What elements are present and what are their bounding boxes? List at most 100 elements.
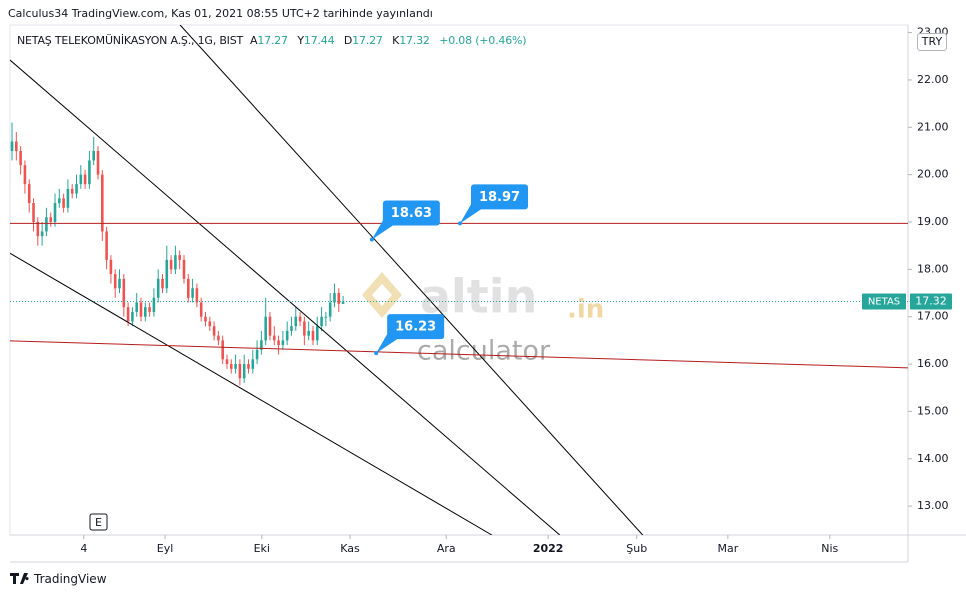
- candle-body: [10, 141, 14, 151]
- symbol-tag-text: NETAS: [868, 297, 900, 308]
- candle-body: [113, 274, 117, 289]
- x-tick-label: Mar: [717, 542, 738, 555]
- price-tag-text: 17.32: [915, 295, 947, 308]
- x-tick-label: Ara: [437, 542, 456, 555]
- callout-point: [369, 237, 374, 242]
- candle-body: [281, 340, 285, 346]
- candle-body: [277, 340, 280, 346]
- candle-body: [118, 278, 121, 289]
- candle-body: [333, 293, 336, 303]
- candle-body: [19, 150, 22, 166]
- y-tick-label: 19.00: [917, 215, 949, 228]
- candle-body: [40, 231, 44, 237]
- candle-body: [182, 259, 186, 279]
- candle-body: [294, 316, 298, 327]
- candle-body: [135, 302, 138, 312]
- price-tag: [910, 293, 952, 310]
- x-tick-label: Nis: [821, 542, 838, 555]
- candle-body: [229, 364, 233, 369]
- events-marker-text: E: [95, 516, 102, 529]
- x-tick-label: Kas: [340, 542, 360, 555]
- candle-body: [32, 203, 35, 222]
- candle-body: [221, 340, 224, 360]
- trend-line: [179, 25, 644, 535]
- candle-body: [234, 364, 237, 369]
- y-tick-label: 20.00: [917, 168, 949, 181]
- trend-line: [10, 340, 908, 369]
- candle-body: [208, 321, 212, 327]
- candle-body: [204, 316, 207, 322]
- trend-line: [10, 59, 561, 535]
- candle-body: [105, 231, 108, 260]
- x-tick-label: Eki: [254, 542, 270, 555]
- y-tick-label: 13.00: [917, 499, 949, 512]
- legend-open-label: A: [250, 34, 258, 47]
- symbol-tag: [862, 293, 906, 310]
- candle-body: [285, 330, 289, 341]
- y-tick-label: 17.00: [917, 310, 949, 323]
- tv-logo: [10, 573, 29, 584]
- candle-body: [122, 278, 126, 308]
- y-tick-label: 22.00: [917, 73, 949, 86]
- candle-body: [88, 160, 91, 185]
- watermark-subtitle: calculator: [417, 336, 551, 367]
- y-tick-label: 14.00: [917, 452, 949, 465]
- candle-body: [49, 217, 53, 222]
- callout-label: 16.23: [395, 320, 436, 335]
- candle-body: [53, 203, 57, 222]
- candle-body: [75, 184, 78, 194]
- callout-label: 18.97: [479, 190, 520, 205]
- candle-body: [66, 188, 70, 208]
- candle-body: [311, 330, 315, 341]
- y-tick-label: 16.00: [917, 357, 949, 370]
- legend-change: +0.08 (+0.46%): [439, 34, 527, 47]
- y-tick-label: 15.00: [917, 404, 949, 417]
- callout-box: [387, 314, 445, 340]
- candle-body: [337, 293, 341, 304]
- currency-button[interactable]: TRY: [917, 33, 947, 51]
- legend-high: 17.44: [303, 34, 335, 47]
- y-tick-label: 21.00: [917, 120, 949, 133]
- candle-body: [272, 335, 276, 341]
- callout-box: [471, 184, 529, 210]
- candle-body: [144, 307, 147, 317]
- y-tick-label: 18.00: [917, 262, 949, 275]
- candle-body: [260, 340, 263, 350]
- candle-body: [238, 364, 242, 379]
- published-note: Calculus34 TradingView.com, Kas 01, 2021…: [8, 7, 433, 20]
- legend-close-label: K: [392, 34, 400, 47]
- candle-body: [139, 302, 143, 317]
- callout-box: [382, 200, 440, 226]
- plot: [10, 25, 908, 535]
- candle-body: [58, 198, 61, 204]
- candle-body: [217, 335, 220, 341]
- candle-body: [148, 307, 151, 312]
- candle-body: [268, 316, 272, 336]
- candle-body: [101, 174, 104, 232]
- candle-body: [242, 364, 246, 379]
- candle-body: [62, 198, 65, 208]
- candle-body: [109, 259, 113, 275]
- candle-body: [212, 326, 216, 336]
- watermark-domain: .in: [567, 295, 604, 325]
- candle-body: [199, 302, 203, 317]
- callout-point: [374, 351, 379, 356]
- candle-body: [320, 316, 323, 327]
- candle-body: [45, 217, 48, 232]
- legend: NETAŞ TELEKOMÜNİKASYON A.Ş., 1G, BIST A1…: [17, 34, 532, 47]
- watermark: altin .in calculator: [362, 270, 604, 367]
- candle-body: [96, 150, 100, 175]
- candle-body: [83, 174, 87, 185]
- candle-body: [36, 221, 40, 237]
- candle-body: [15, 141, 18, 151]
- candle-body: [70, 188, 74, 194]
- candle-body: [315, 326, 319, 341]
- events-marker[interactable]: [89, 513, 108, 531]
- candle-body: [161, 278, 164, 289]
- candle-body: [131, 311, 134, 322]
- candle-body: [174, 255, 177, 270]
- candle-body: [307, 330, 310, 336]
- candle-body: [165, 259, 169, 289]
